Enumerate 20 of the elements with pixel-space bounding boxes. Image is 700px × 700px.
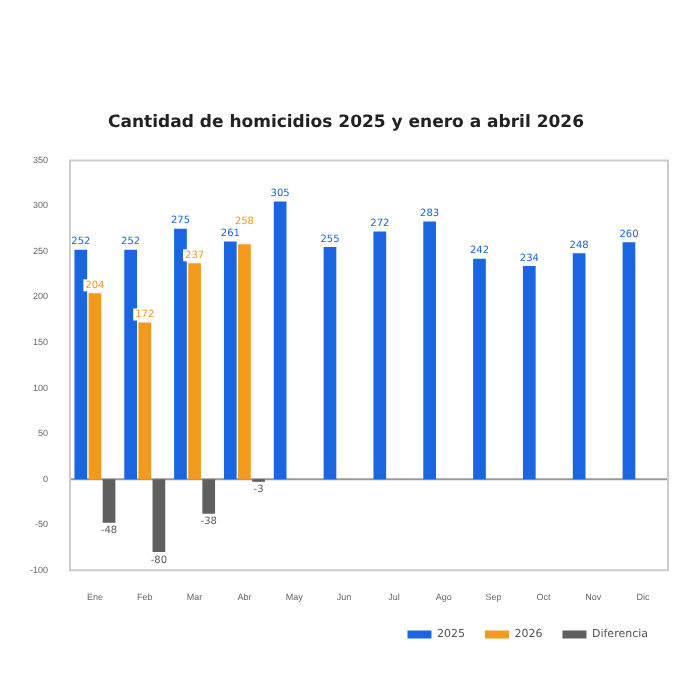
bar [238,244,251,480]
bar [273,201,287,480]
bar [124,249,137,480]
bar [88,293,102,480]
bar [622,242,636,480]
bar [138,322,152,480]
bar [323,246,337,480]
bar [102,479,116,523]
bar [373,231,387,480]
bar [174,228,187,480]
bar [572,253,586,480]
bar [202,479,216,514]
bar [522,266,536,480]
bar [423,221,436,480]
bar [473,258,486,480]
bar [188,263,201,480]
chart-title: Cantidad de homicidios 2025 y enero a abril 2026 [108,112,585,133]
bar [223,241,237,480]
bar [74,249,88,480]
bar [152,479,166,552]
